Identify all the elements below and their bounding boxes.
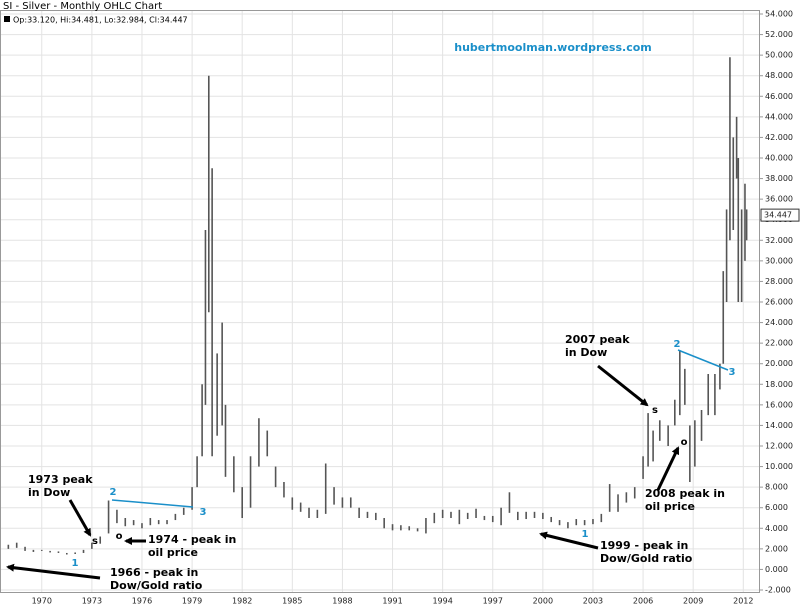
y-tick-label: 14.000	[765, 421, 793, 430]
watermark: hubertmoolman.wordpress.com	[454, 41, 652, 54]
y-tick-label: 0.000	[765, 565, 788, 574]
y-tick-label: 18.000	[765, 380, 793, 389]
x-tick-label: 1982	[232, 597, 252, 606]
x-tick-label: 1970	[32, 597, 52, 606]
annotation: Dow/Gold ratio	[600, 552, 693, 565]
x-tick-label: 1994	[432, 597, 452, 606]
annotation: 2007 peak	[565, 333, 630, 346]
annotation: in Dow	[565, 346, 607, 359]
y-tick-label: 26.000	[765, 298, 793, 307]
grid	[0, 11, 760, 592]
y-tick-label: 4.000	[765, 524, 788, 533]
trend-line	[111, 499, 194, 508]
x-tick-label: 1985	[282, 597, 302, 606]
arrow	[597, 364, 649, 407]
y-tick-label: 20.000	[765, 359, 793, 368]
annotation: 1966 - peak in	[110, 566, 198, 579]
x-tick-label: 2006	[633, 597, 653, 606]
x-tick-label: 2012	[733, 597, 753, 606]
arrow	[539, 531, 599, 550]
trend-line	[677, 349, 729, 371]
x-tick-label: 1997	[483, 597, 503, 606]
last-price-box	[760, 208, 800, 222]
bars	[7, 57, 748, 555]
annotation: Dow/Gold ratio	[110, 579, 203, 592]
marker-label: s	[92, 536, 98, 547]
y-tick-label: 44.000	[765, 112, 793, 121]
marker-label: 3	[200, 507, 207, 518]
marker-label: 3	[729, 367, 736, 378]
last-price-label: 34.447	[764, 211, 792, 220]
y-tick-label: 54.000	[765, 10, 793, 19]
plot-frame	[0, 10, 760, 593]
y-tick-label: 40.000	[765, 154, 793, 163]
annotation: 1974 - peak in	[148, 533, 236, 546]
annotation: oil price	[148, 546, 198, 559]
marker-label: o	[116, 531, 123, 542]
marker-label: 2	[110, 487, 117, 498]
marker-label: s	[652, 405, 658, 416]
annotation: oil price	[645, 500, 695, 513]
y-tick-label: 30.000	[765, 256, 793, 265]
arrows	[6, 364, 680, 580]
y-tick-label: 22.000	[765, 339, 793, 348]
y-tick-label: 48.000	[765, 71, 793, 80]
x-tick-label: 1976	[132, 597, 152, 606]
x-tick-label: 2000	[533, 597, 553, 606]
y-tick-label: 28.000	[765, 277, 793, 286]
y-tick-label: 6.000	[765, 503, 788, 512]
chart-subtitle: Op:33.120, Hi:34.481, Lo:32.984, Cl:34.4…	[13, 16, 188, 25]
y-tick-label: 50.000	[765, 51, 793, 60]
y-tick-label: 52.000	[765, 30, 793, 39]
arrow	[656, 446, 680, 491]
x-tick-label: 1973	[82, 597, 102, 606]
annotation: 1999 - peak in	[600, 539, 688, 552]
y-tick-label: 38.000	[765, 174, 793, 183]
y-tick-label: 42.000	[765, 133, 793, 142]
marker-label: o	[681, 437, 688, 448]
annotation: in Dow	[28, 486, 70, 499]
y-tick-label: 36.000	[765, 195, 793, 204]
marker-label: 1	[582, 529, 589, 540]
y-tick-label: -2.000	[765, 586, 791, 595]
y-tick-label: 12.000	[765, 442, 793, 451]
x-tick-label: 1979	[182, 597, 202, 606]
marker-label: 2	[674, 339, 681, 350]
chart-title: SI - Silver - Monthly OHLC Chart	[3, 1, 162, 12]
marker-label: 1	[72, 558, 79, 569]
y-tick-label: 10.000	[765, 462, 793, 471]
x-tick-label: 1991	[382, 597, 402, 606]
y-tick-label: 16.000	[765, 400, 793, 409]
y-tick-label: 32.000	[765, 236, 793, 245]
y-tick-label: 2.000	[765, 544, 788, 553]
x-tick-label: 2009	[683, 597, 703, 606]
y-tick-label: 8.000	[765, 483, 788, 492]
legend-square	[4, 16, 10, 22]
x-tick-label: 1988	[332, 597, 352, 606]
x-tick-label: 2003	[583, 597, 603, 606]
annotation: 1973 peak	[28, 473, 93, 486]
arrow	[6, 563, 101, 580]
annotation: 2008 peak in	[645, 487, 725, 500]
arrow	[68, 499, 92, 537]
y-tick-label: 46.000	[765, 92, 793, 101]
y-tick-label: 24.000	[765, 318, 793, 327]
